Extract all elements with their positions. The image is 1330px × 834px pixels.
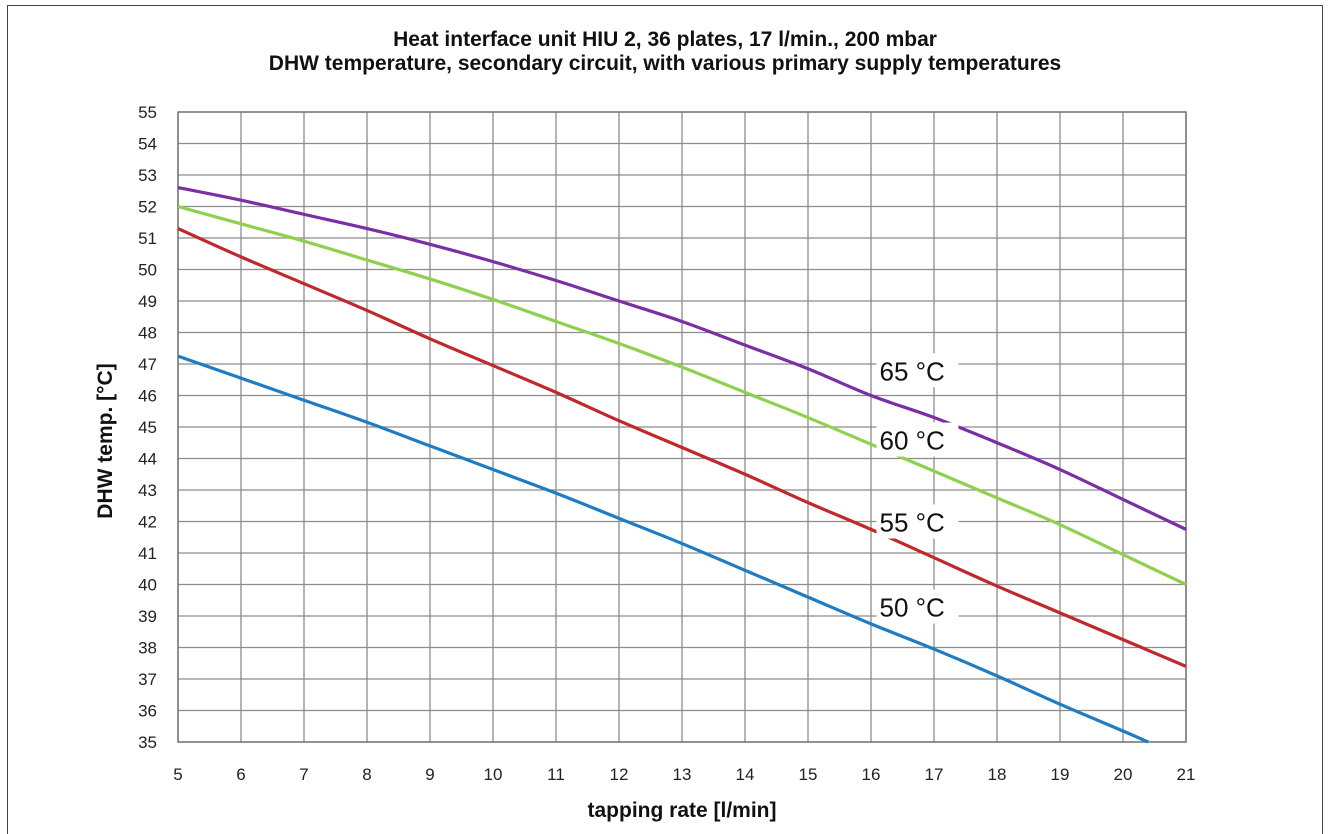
series-label-background: [876, 353, 959, 388]
y-tick-label: 47: [138, 355, 157, 374]
y-tick-label: 40: [138, 576, 157, 595]
y-tick-label: 41: [138, 544, 157, 563]
y-tick-label: 51: [138, 229, 157, 248]
x-tick-label: 18: [988, 765, 1007, 784]
y-tick-label: 44: [138, 450, 157, 469]
x-tick-label: 19: [1051, 765, 1070, 784]
x-tick-label: 20: [1114, 765, 1133, 784]
x-tick-label: 9: [425, 765, 434, 784]
series-label: 60 °C: [880, 426, 945, 456]
y-tick-label: 49: [138, 292, 157, 311]
chart-subtitle: DHW temperature, secondary circuit, with…: [268, 52, 1062, 75]
series-lines: [177, 186, 1187, 744]
series-label: 65 °C: [880, 356, 945, 386]
series-label-background: [876, 422, 959, 457]
y-tick-label: 37: [138, 670, 157, 689]
y-tick-label: 39: [138, 607, 157, 626]
x-tick-label: 12: [610, 765, 629, 784]
chart-title: Heat interface unit HIU 2, 36 plates, 17…: [393, 28, 937, 51]
x-tick-label: 11: [547, 765, 565, 784]
x-axis-label: tapping rate [l/min]: [588, 799, 777, 822]
x-tick-label: 8: [362, 765, 371, 784]
annotations: 65 °C 60 °C 55 °C 50 °C: [876, 353, 959, 624]
y-tick-label: 50: [138, 261, 157, 280]
y-tick-label: 42: [138, 513, 157, 532]
x-tick-label: 10: [484, 765, 503, 784]
series-label: 50 °C: [880, 593, 945, 623]
series-label-background: [876, 589, 959, 624]
x-tick-label: 13: [673, 765, 692, 784]
x-tick-label: 15: [799, 765, 818, 784]
y-tick-label: 45: [138, 418, 157, 437]
x-tick-label: 17: [925, 765, 944, 784]
x-tick-label: 5: [173, 765, 182, 784]
y-tick-label: 52: [138, 198, 157, 217]
x-tick-label: 16: [862, 765, 881, 784]
series-line-55: [177, 227, 1187, 668]
x-tick-label: 7: [299, 765, 308, 784]
plot-area-border: [177, 111, 1187, 743]
series-line-65: [177, 186, 1187, 531]
grid: [177, 111, 1187, 743]
x-tick-label: 6: [236, 765, 245, 784]
y-axis-label: DHW temp. [°C]: [94, 363, 117, 518]
y-tick-label: 55: [138, 103, 157, 122]
y-tick-label: 43: [138, 481, 157, 500]
series-line-60: [177, 204, 1187, 586]
series-label-background: [876, 504, 959, 539]
series-label: 55 °C: [880, 508, 945, 538]
y-tick-label: 36: [138, 702, 157, 721]
y-tick-label: 54: [138, 135, 157, 154]
series-line-50: [177, 354, 1149, 744]
y-tick-label: 35: [138, 733, 157, 752]
y-tick-label: 53: [138, 166, 157, 185]
x-tick-label: 14: [736, 765, 755, 784]
axes: 5 6 7 8 9 10 11 12 13 14 15 16 17 18 19 20 21 35 36 37 38 39 4…: [138, 103, 1195, 784]
y-tick-label: 46: [138, 387, 157, 406]
y-tick-label: 38: [138, 639, 157, 658]
y-tick-label: 48: [138, 324, 157, 343]
x-tick-label: 21: [1177, 765, 1196, 784]
